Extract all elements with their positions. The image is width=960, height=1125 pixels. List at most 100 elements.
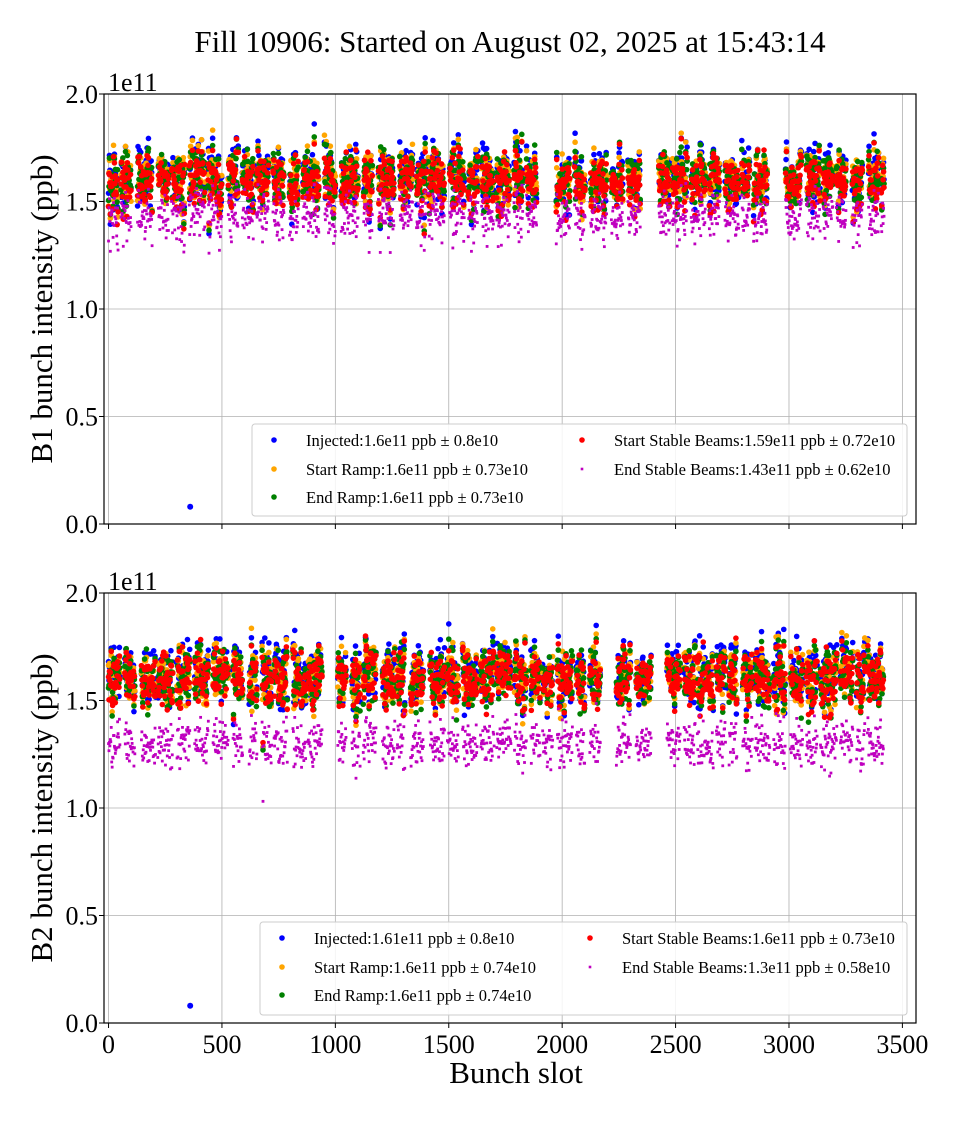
data-point: [735, 168, 741, 174]
data-point: [161, 202, 164, 205]
data-point: [348, 179, 354, 185]
data-point: [514, 164, 520, 170]
data-point: [561, 184, 567, 190]
data-point: [558, 190, 564, 196]
data-point: [188, 160, 194, 166]
data-point: [707, 180, 713, 186]
data-point: [165, 237, 168, 240]
data-point: [397, 154, 403, 160]
data-point: [859, 195, 865, 201]
data-point: [796, 193, 802, 199]
data-point: [637, 182, 643, 188]
data-point: [167, 229, 170, 232]
data-point: [441, 189, 447, 195]
data-point: [554, 165, 560, 171]
data-point: [137, 195, 140, 198]
data-point: [364, 168, 370, 174]
data-point: [151, 244, 154, 247]
data-point: [757, 163, 763, 169]
data-point: [115, 235, 118, 238]
data-point: [163, 209, 166, 212]
data-point: [678, 144, 684, 150]
data-point: [370, 173, 376, 179]
data-point: [354, 163, 360, 169]
data-point: [271, 151, 277, 157]
data-point: [402, 189, 408, 195]
data-point: [836, 158, 842, 164]
data-point: [200, 160, 206, 166]
data-point: [128, 188, 134, 194]
data-point: [397, 139, 403, 145]
data-point: [673, 190, 679, 196]
data-point: [158, 228, 161, 231]
data-point: [276, 151, 282, 157]
data-point: [559, 151, 565, 157]
data-point: [866, 143, 872, 149]
data-point: [430, 155, 436, 161]
data-point: [172, 213, 175, 216]
data-point: [480, 178, 486, 184]
data-point: [813, 178, 819, 184]
data-point: [532, 157, 538, 163]
data-point: [376, 201, 382, 207]
data-point: [348, 157, 354, 163]
data-point: [390, 192, 396, 198]
data-point: [859, 160, 865, 166]
data-point: [505, 202, 511, 208]
data-point: [162, 227, 165, 230]
data-point: [797, 173, 803, 179]
data-point: [257, 173, 263, 179]
data-point: [137, 154, 143, 160]
data-point: [619, 183, 625, 189]
data-point: [120, 202, 123, 205]
data-point: [856, 187, 862, 193]
data-point: [112, 236, 115, 239]
data-point: [620, 196, 626, 202]
data-point: [581, 176, 587, 182]
data-point: [293, 181, 299, 187]
data-point: [172, 202, 175, 205]
data-point: [440, 169, 446, 175]
data-point: [250, 156, 256, 162]
data-point: [716, 185, 722, 191]
data-point: [572, 155, 578, 161]
data-point: [233, 167, 239, 173]
data-point: [114, 199, 120, 205]
data-point: [666, 177, 672, 183]
data-point: [295, 192, 301, 198]
data-point: [519, 132, 525, 138]
data-point: [836, 147, 842, 153]
data-point: [144, 226, 147, 229]
data-point: [470, 169, 476, 175]
data-point: [305, 143, 311, 149]
data-point: [764, 171, 770, 177]
data-point: [161, 216, 164, 219]
data-point: [579, 154, 585, 160]
data-point: [422, 141, 428, 147]
data-point: [449, 173, 455, 179]
data-point: [591, 152, 597, 158]
data-point: [199, 137, 205, 143]
data-point: [316, 192, 322, 198]
data-point: [717, 179, 723, 185]
data-point: [249, 169, 255, 175]
data-point: [475, 189, 481, 195]
data-point: [190, 148, 196, 154]
data-point: [163, 194, 166, 197]
data-point: [248, 180, 254, 186]
data-point: [677, 150, 683, 156]
data-point: [805, 191, 811, 197]
data-point: [322, 132, 328, 138]
data-point: [435, 189, 441, 195]
data-point: [554, 157, 560, 163]
data-point: [216, 156, 222, 162]
data-point: [714, 160, 720, 166]
data-point: [859, 167, 865, 173]
data-point: [603, 152, 609, 158]
data-point: [158, 160, 164, 166]
data-point: [729, 163, 735, 169]
data-point: [234, 136, 240, 142]
data-point: [119, 159, 125, 165]
data-point: [702, 187, 708, 193]
data-point: [674, 156, 680, 162]
